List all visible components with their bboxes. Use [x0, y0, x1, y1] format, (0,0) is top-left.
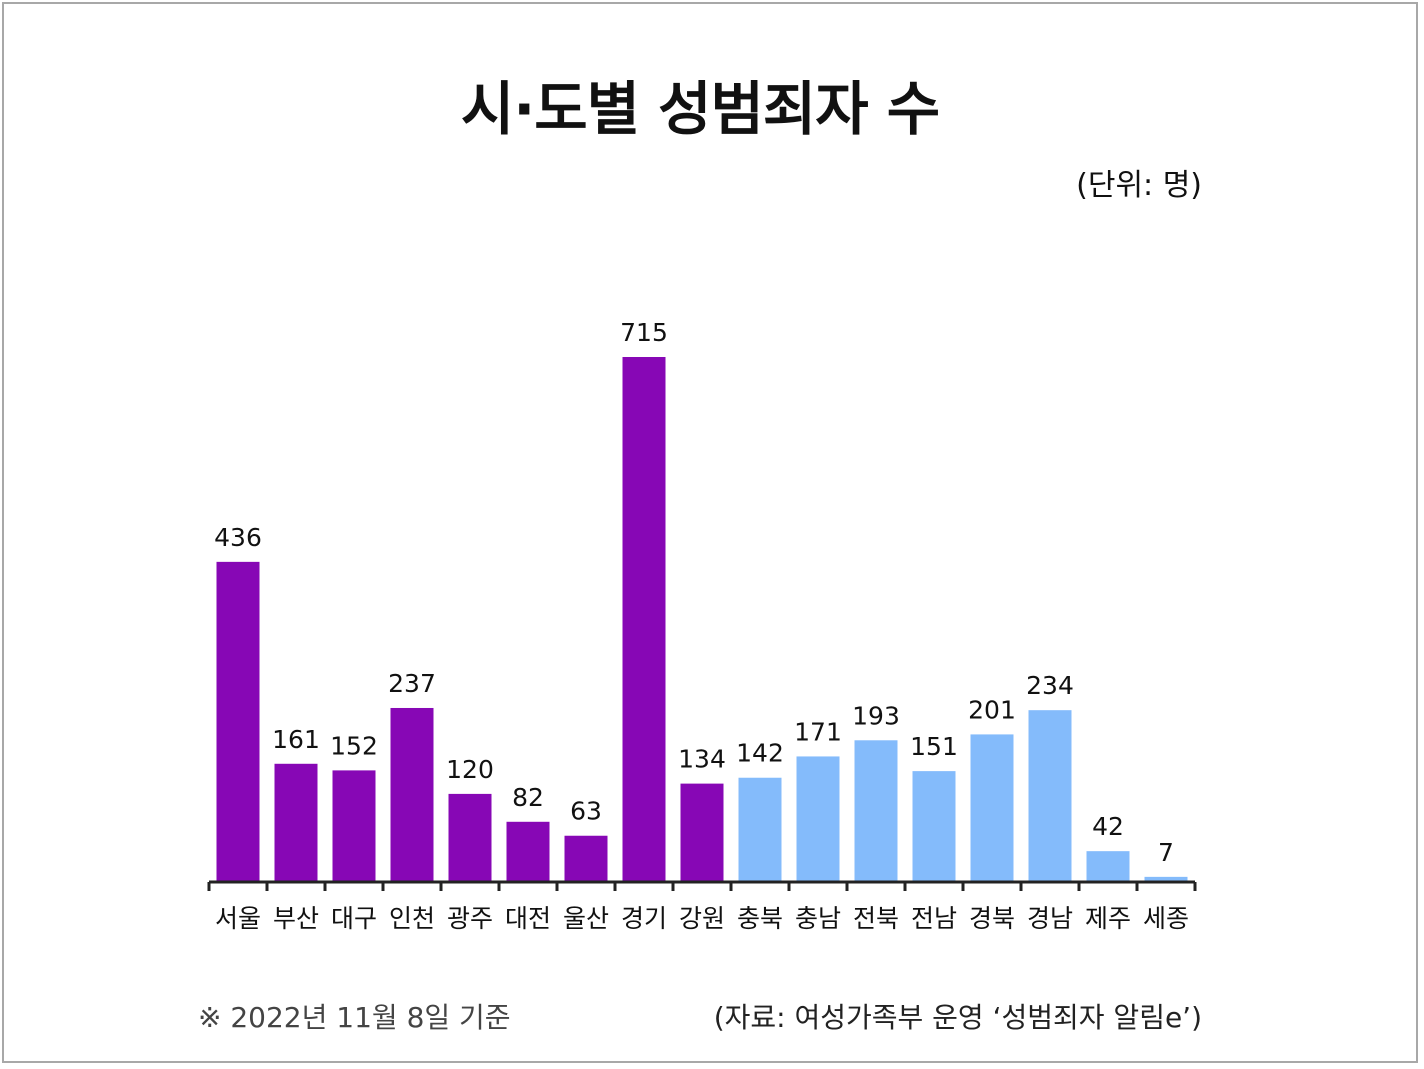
- bar-경북: [970, 734, 1014, 882]
- data-label: 151: [910, 732, 958, 761]
- bar-인천: [390, 707, 434, 882]
- data-label: 63: [570, 797, 602, 826]
- category-label: 광주: [447, 904, 493, 933]
- data-label: 237: [388, 669, 436, 698]
- category-label: 제주: [1085, 904, 1131, 933]
- data-label: 82: [512, 783, 544, 812]
- chart-title: 시·도별 성범죄자 수: [460, 75, 940, 143]
- bar-제주: [1086, 851, 1130, 882]
- unit-label: (단위: 명): [1076, 168, 1202, 203]
- bar-경기: [622, 357, 666, 882]
- category-label: 경기: [621, 904, 667, 933]
- bar-울산: [564, 835, 608, 882]
- bar-충남: [796, 756, 840, 882]
- category-label: 인천: [389, 904, 435, 933]
- category-label: 경남: [1027, 904, 1073, 933]
- bar-전북: [854, 740, 898, 882]
- bar-강원: [680, 783, 724, 882]
- category-label: 세종: [1143, 904, 1189, 933]
- bar-대구: [332, 770, 376, 882]
- category-label: 전남: [911, 904, 957, 933]
- category-label: 서울: [215, 904, 261, 933]
- data-label: 436: [214, 523, 262, 552]
- bar-부산: [274, 763, 318, 882]
- date-note: ※ 2022년 11월 8일 기준: [198, 1001, 511, 1034]
- bar-서울: [216, 561, 260, 882]
- data-label: 152: [330, 731, 378, 760]
- bar-광주: [448, 793, 492, 882]
- data-label: 171: [794, 717, 842, 746]
- data-label: 120: [446, 755, 494, 784]
- category-label: 경북: [969, 904, 1015, 933]
- data-label: 715: [620, 318, 668, 347]
- data-label: 161: [272, 725, 320, 754]
- category-label: 충북: [737, 904, 783, 933]
- data-label: 234: [1026, 671, 1074, 700]
- data-label: 42: [1092, 812, 1124, 841]
- category-label: 전북: [853, 904, 899, 933]
- bar-충북: [738, 777, 782, 882]
- category-label: 충남: [795, 904, 841, 933]
- category-label: 부산: [273, 904, 319, 933]
- category-label: 울산: [563, 904, 609, 933]
- data-label: 201: [968, 695, 1016, 724]
- data-label: 142: [736, 739, 784, 768]
- category-label: 대구: [331, 904, 377, 933]
- category-label: 대전: [505, 904, 551, 933]
- bar-대전: [506, 821, 550, 882]
- bar-전남: [912, 771, 956, 882]
- category-label: 강원: [679, 904, 725, 933]
- data-label: 193: [852, 701, 900, 730]
- bar-경남: [1028, 710, 1072, 882]
- source-note: (자료: 여성가족부 운영 ‘성범죄자 알림e’): [713, 1001, 1202, 1034]
- bar-세종: [1144, 876, 1188, 882]
- data-label: 134: [678, 745, 726, 774]
- data-label: 7: [1158, 838, 1174, 867]
